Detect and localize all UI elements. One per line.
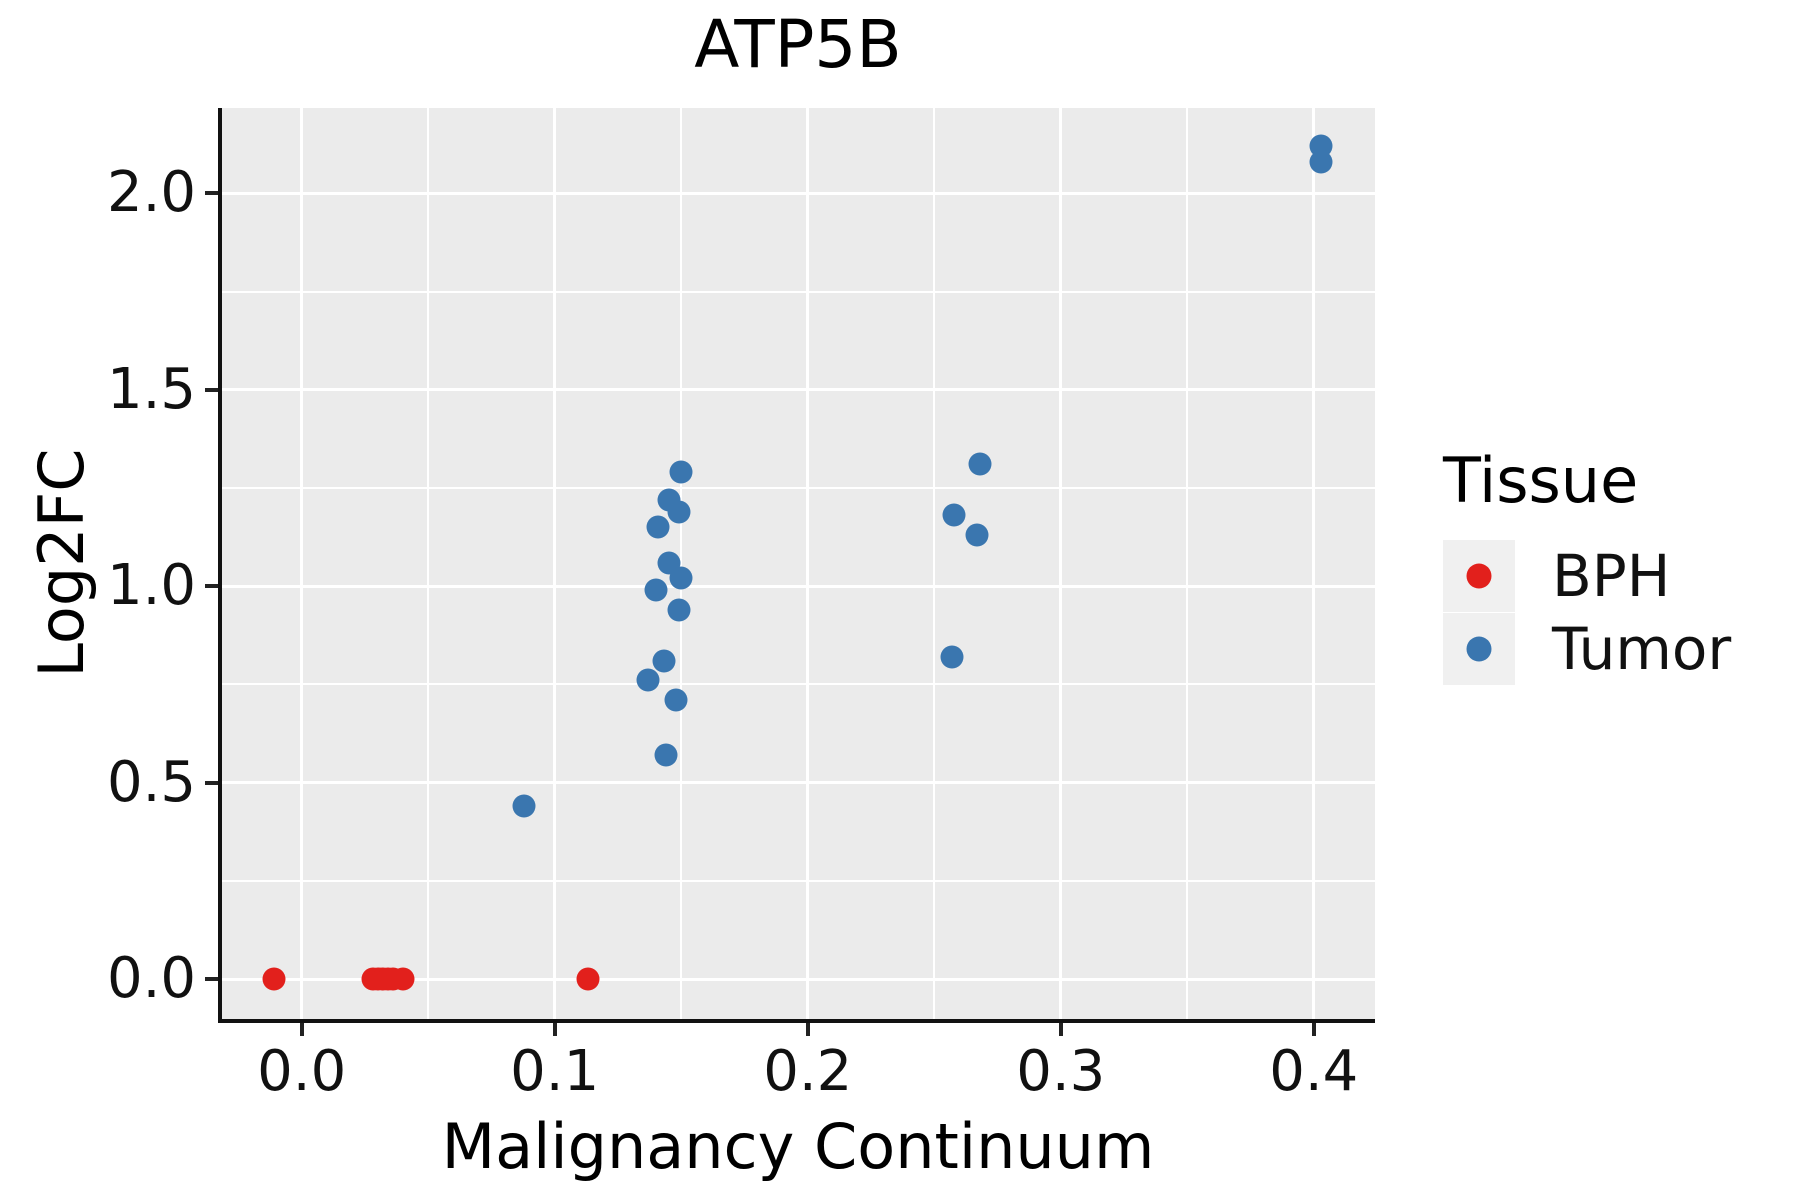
x-tick-mark	[1311, 1023, 1316, 1036]
major-gridline	[222, 781, 1375, 785]
x-tick-mark	[805, 1023, 810, 1036]
data-point-bph	[262, 967, 286, 991]
data-point-bph	[391, 967, 415, 991]
minor-gridline	[222, 290, 1375, 293]
data-point-tumor	[940, 645, 964, 669]
minor-gridline	[933, 108, 936, 1019]
data-point-tumor	[664, 688, 688, 712]
legend-label-bph: BPH	[1552, 541, 1671, 610]
data-point-tumor	[669, 566, 693, 590]
x-tick-label: 0.1	[510, 1039, 600, 1104]
y-tick-label: 1.5	[106, 356, 196, 422]
major-gridline	[222, 388, 1375, 392]
plot-title: ATP5B	[694, 6, 902, 83]
data-point-tumor	[512, 794, 536, 818]
minor-gridline	[1186, 108, 1189, 1019]
y-tick-label: 2.0	[106, 160, 196, 226]
major-gridline	[1059, 108, 1063, 1019]
bph-swatch-icon	[1466, 563, 1492, 588]
minor-gridline	[222, 683, 1375, 686]
plot-area	[218, 108, 1375, 1023]
data-point-tumor	[942, 503, 966, 527]
data-point-bph	[576, 967, 600, 991]
legend: Tissue BPH Tumor	[1443, 445, 1731, 685]
minor-gridline	[222, 879, 1375, 882]
minor-gridline	[427, 108, 430, 1019]
legend-label-tumor: Tumor	[1552, 614, 1732, 683]
legend-item-tumor: Tumor	[1443, 612, 1731, 685]
tumor-swatch-icon	[1466, 636, 1492, 661]
major-gridline	[553, 108, 557, 1019]
y-tick-mark	[205, 387, 218, 392]
data-point-tumor	[1309, 134, 1333, 158]
y-tick-mark	[205, 977, 218, 981]
x-tick-label: 0.0	[257, 1039, 347, 1104]
y-tick-label: 1.0	[106, 553, 196, 619]
major-gridline	[1312, 108, 1316, 1019]
major-gridline	[300, 108, 304, 1019]
x-tick-mark	[1058, 1023, 1063, 1036]
legend-item-bph: BPH	[1443, 539, 1731, 612]
data-point-tumor	[965, 523, 989, 547]
data-point-tumor	[667, 598, 691, 622]
major-gridline	[222, 977, 1375, 981]
y-tick-mark	[205, 780, 218, 785]
major-gridline	[806, 108, 810, 1019]
minor-gridline	[222, 487, 1375, 489]
major-gridline	[222, 584, 1375, 588]
x-tick-label: 0.4	[1269, 1039, 1359, 1104]
major-gridline	[222, 191, 1375, 195]
x-tick-label: 0.3	[1016, 1039, 1106, 1104]
data-point-tumor	[636, 668, 660, 692]
minor-gridline	[680, 108, 683, 1019]
data-point-tumor	[654, 743, 678, 767]
data-point-tumor	[646, 515, 670, 539]
y-tick-mark	[205, 191, 218, 196]
y-tick-label: 0.0	[106, 946, 196, 1011]
legend-title: Tissue	[1443, 444, 1639, 517]
data-point-tumor	[652, 649, 675, 673]
x-tick-label: 0.2	[763, 1039, 853, 1104]
legend-key-box	[1443, 539, 1515, 612]
data-point-tumor	[644, 578, 668, 602]
x-tick-mark	[552, 1023, 557, 1036]
data-point-tumor	[667, 500, 691, 524]
data-point-tumor	[968, 452, 992, 476]
data-point-tumor	[669, 460, 693, 484]
y-tick-mark	[205, 584, 218, 589]
x-axis-title: Malignancy Continuum	[441, 1110, 1155, 1183]
legend-key-box	[1443, 612, 1515, 685]
y-tick-label: 0.5	[106, 749, 196, 815]
x-tick-mark	[299, 1023, 304, 1036]
